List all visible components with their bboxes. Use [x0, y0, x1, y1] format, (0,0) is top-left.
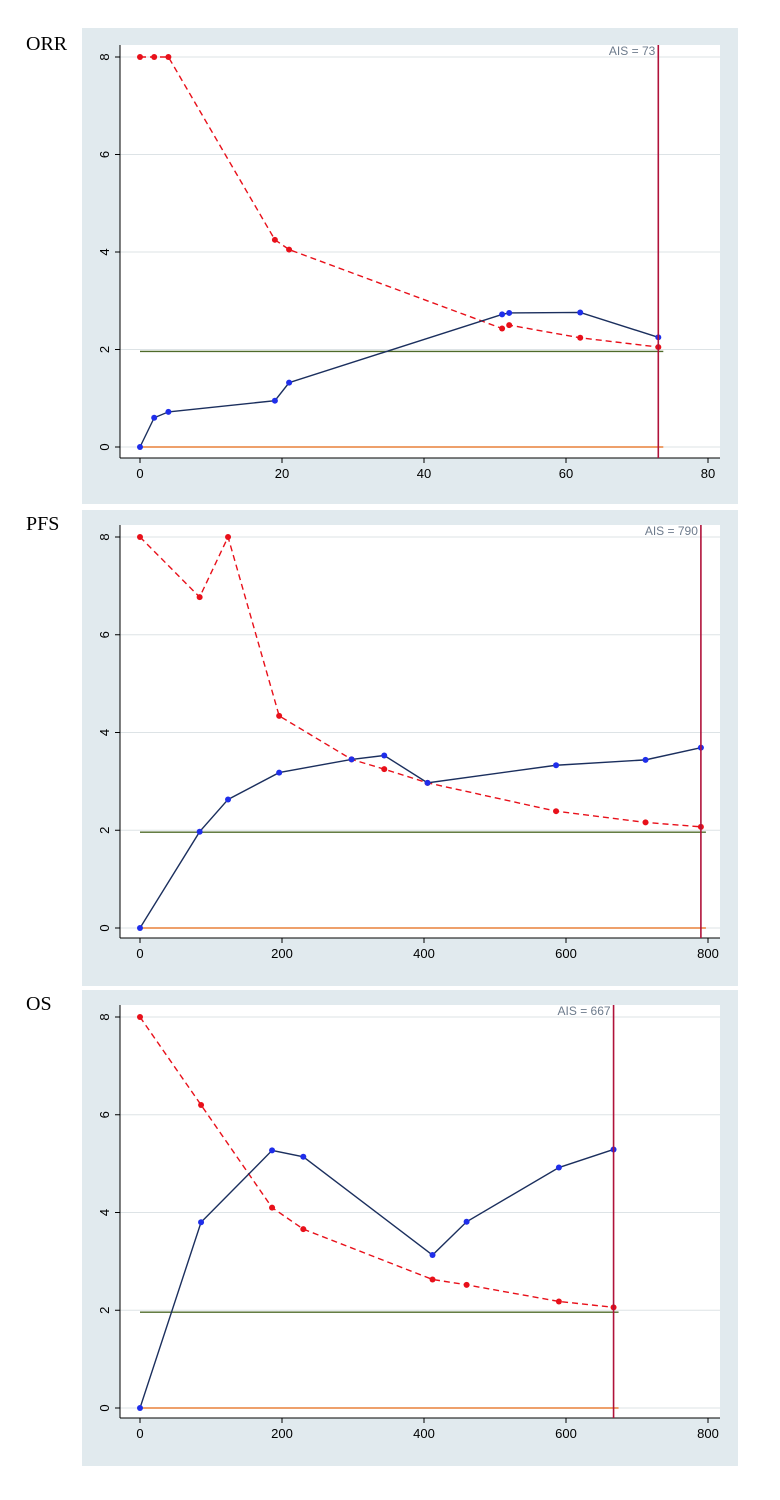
series-line-os-0 [139, 1016, 614, 1309]
plot-area-pfs [120, 525, 720, 938]
y-tick-label-os: 2 [97, 1307, 112, 1314]
y-tick-label-orr: 0 [97, 443, 112, 450]
data-point-pfs-0 [276, 712, 283, 719]
data-point-orr-1 [499, 311, 506, 318]
series-line-pfs-1 [139, 746, 702, 929]
x-tick-label-os: 200 [271, 1426, 293, 1441]
data-point-os-1 [137, 1405, 143, 1411]
data-point-orr-0 [151, 54, 158, 60]
data-point-pfs-0 [225, 534, 232, 540]
x-tick-label-orr: 40 [417, 466, 431, 481]
data-point-os-0 [269, 1204, 276, 1211]
x-tick-label-orr: 0 [136, 466, 143, 481]
data-point-pfs-1 [225, 796, 232, 803]
y-tick-label-orr: 4 [97, 248, 112, 255]
x-tick-label-orr: 60 [559, 466, 573, 481]
x-tick-label-os: 0 [136, 1426, 143, 1441]
data-point-os-1 [300, 1153, 307, 1160]
panel-label-orr: ORR [26, 33, 68, 55]
x-tick-label-os: 400 [413, 1426, 435, 1441]
x-tick-label-os: 800 [697, 1426, 719, 1441]
data-point-orr-0 [271, 236, 278, 243]
x-tick-label-orr: 20 [275, 466, 289, 481]
data-point-orr-1 [151, 414, 158, 421]
data-point-orr-1 [165, 408, 172, 415]
data-point-pfs-1 [642, 756, 649, 763]
y-tick-label-orr: 8 [97, 53, 112, 60]
y-tick-label-pfs: 0 [97, 924, 112, 931]
data-point-pfs-1 [137, 925, 143, 931]
data-point-orr-1 [506, 309, 513, 316]
data-point-orr-0 [506, 322, 513, 329]
data-point-orr-0 [165, 54, 172, 60]
x-tick-label-orr: 80 [701, 466, 715, 481]
data-point-os-1 [198, 1219, 205, 1226]
plot-area-os [120, 1005, 720, 1418]
y-tick-label-pfs: 4 [97, 729, 112, 736]
y-tick-label-os: 6 [97, 1111, 112, 1118]
data-point-orr-0 [499, 325, 506, 332]
data-point-orr-1 [137, 444, 143, 450]
data-point-pfs-1 [276, 769, 283, 776]
y-tick-label-os: 0 [97, 1404, 112, 1411]
y-tick-label-orr: 6 [97, 151, 112, 158]
data-point-pfs-1 [348, 756, 355, 763]
data-point-orr-0 [137, 54, 143, 60]
data-point-pfs-0 [137, 534, 143, 540]
data-point-orr-0 [286, 246, 293, 253]
data-point-pfs-1 [553, 762, 560, 769]
ais-label-orr: AIS = 73 [609, 44, 656, 58]
y-tick-label-os: 4 [97, 1209, 112, 1216]
panel-label-os: OS [26, 993, 52, 1015]
ais-label-pfs: AIS = 790 [645, 524, 698, 538]
y-tick-label-orr: 2 [97, 346, 112, 353]
y-tick-label-os: 8 [97, 1013, 112, 1020]
y-tick-label-pfs: 8 [97, 533, 112, 540]
series-line-os-1 [139, 1148, 614, 1409]
ais-label-os: AIS = 667 [558, 1004, 611, 1018]
data-point-os-1 [429, 1252, 436, 1259]
data-point-pfs-0 [553, 808, 560, 815]
data-point-pfs-1 [424, 779, 431, 786]
panel-label-pfs: PFS [26, 513, 60, 535]
data-point-orr-1 [271, 397, 278, 404]
x-tick-label-pfs: 400 [413, 946, 435, 961]
data-point-os-0 [463, 1281, 470, 1288]
data-point-orr-0 [577, 334, 584, 341]
y-tick-label-pfs: 6 [97, 631, 112, 638]
data-point-os-0 [300, 1226, 307, 1233]
x-tick-label-os: 600 [555, 1426, 577, 1441]
data-point-os-1 [269, 1147, 276, 1154]
x-tick-label-pfs: 0 [136, 946, 143, 961]
data-point-pfs-1 [381, 752, 388, 759]
x-tick-label-pfs: 200 [271, 946, 293, 961]
data-point-os-0 [198, 1101, 205, 1108]
data-point-orr-1 [286, 379, 293, 386]
data-point-os-1 [463, 1218, 470, 1225]
data-point-os-0 [555, 1298, 562, 1305]
data-point-pfs-0 [642, 819, 649, 826]
x-tick-label-pfs: 600 [555, 946, 577, 961]
data-point-os-0 [137, 1014, 143, 1020]
data-point-os-1 [555, 1164, 562, 1171]
data-point-pfs-1 [196, 828, 203, 835]
series-line-orr-0 [140, 56, 659, 348]
x-tick-label-pfs: 800 [697, 946, 719, 961]
y-tick-label-pfs: 2 [97, 827, 112, 834]
data-point-pfs-0 [381, 766, 388, 773]
data-point-os-0 [429, 1276, 436, 1283]
data-point-pfs-0 [196, 594, 203, 601]
data-point-orr-1 [577, 309, 584, 316]
